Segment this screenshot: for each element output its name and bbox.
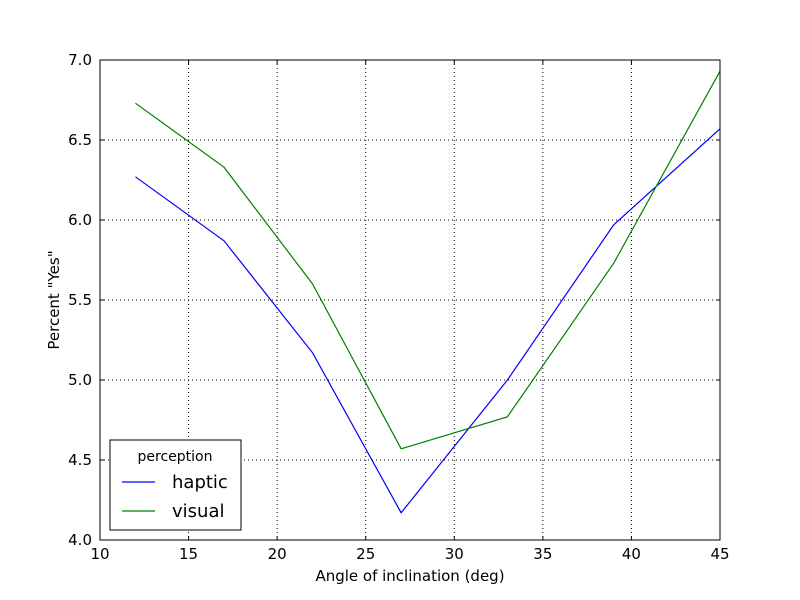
x-tick-label: 30 xyxy=(445,545,464,563)
x-tick-label: 35 xyxy=(533,545,552,563)
y-tick-label: 5.5 xyxy=(68,291,92,309)
legend-label-haptic: haptic xyxy=(172,472,228,493)
legend-box xyxy=(109,439,242,531)
x-tick-label: 20 xyxy=(268,545,287,563)
series-line-haptic xyxy=(135,128,721,514)
x-axis-label: Angle of inclination (deg) xyxy=(315,567,504,585)
legend-label-visual: visual xyxy=(172,501,224,522)
y-tick-label: 4.5 xyxy=(68,451,92,469)
y-tick-label: 5.0 xyxy=(68,371,92,389)
x-tick-label: 25 xyxy=(356,545,375,563)
legend: perception haptic visual xyxy=(109,439,242,531)
y-tick-label: 7.0 xyxy=(68,51,92,69)
series-line-visual xyxy=(135,70,721,450)
y-tick-label: 6.5 xyxy=(68,131,92,149)
y-tick-label: 6.0 xyxy=(68,211,92,229)
y-tick-label: 4.0 xyxy=(68,531,92,549)
x-tick-label: 15 xyxy=(179,545,198,563)
x-tick-label: 45 xyxy=(710,545,729,563)
series-layer xyxy=(135,70,721,514)
x-tick-label: 10 xyxy=(90,545,109,563)
y-axis-label: Percent "Yes" xyxy=(45,250,63,349)
axis-ticks: 10 15 20 25 30 35 40 45 4.0 4.5 5.0 5.5 6.0 6.5 7.0 xyxy=(68,51,729,563)
legend-title: perception xyxy=(138,449,213,465)
x-tick-label: 40 xyxy=(622,545,641,563)
